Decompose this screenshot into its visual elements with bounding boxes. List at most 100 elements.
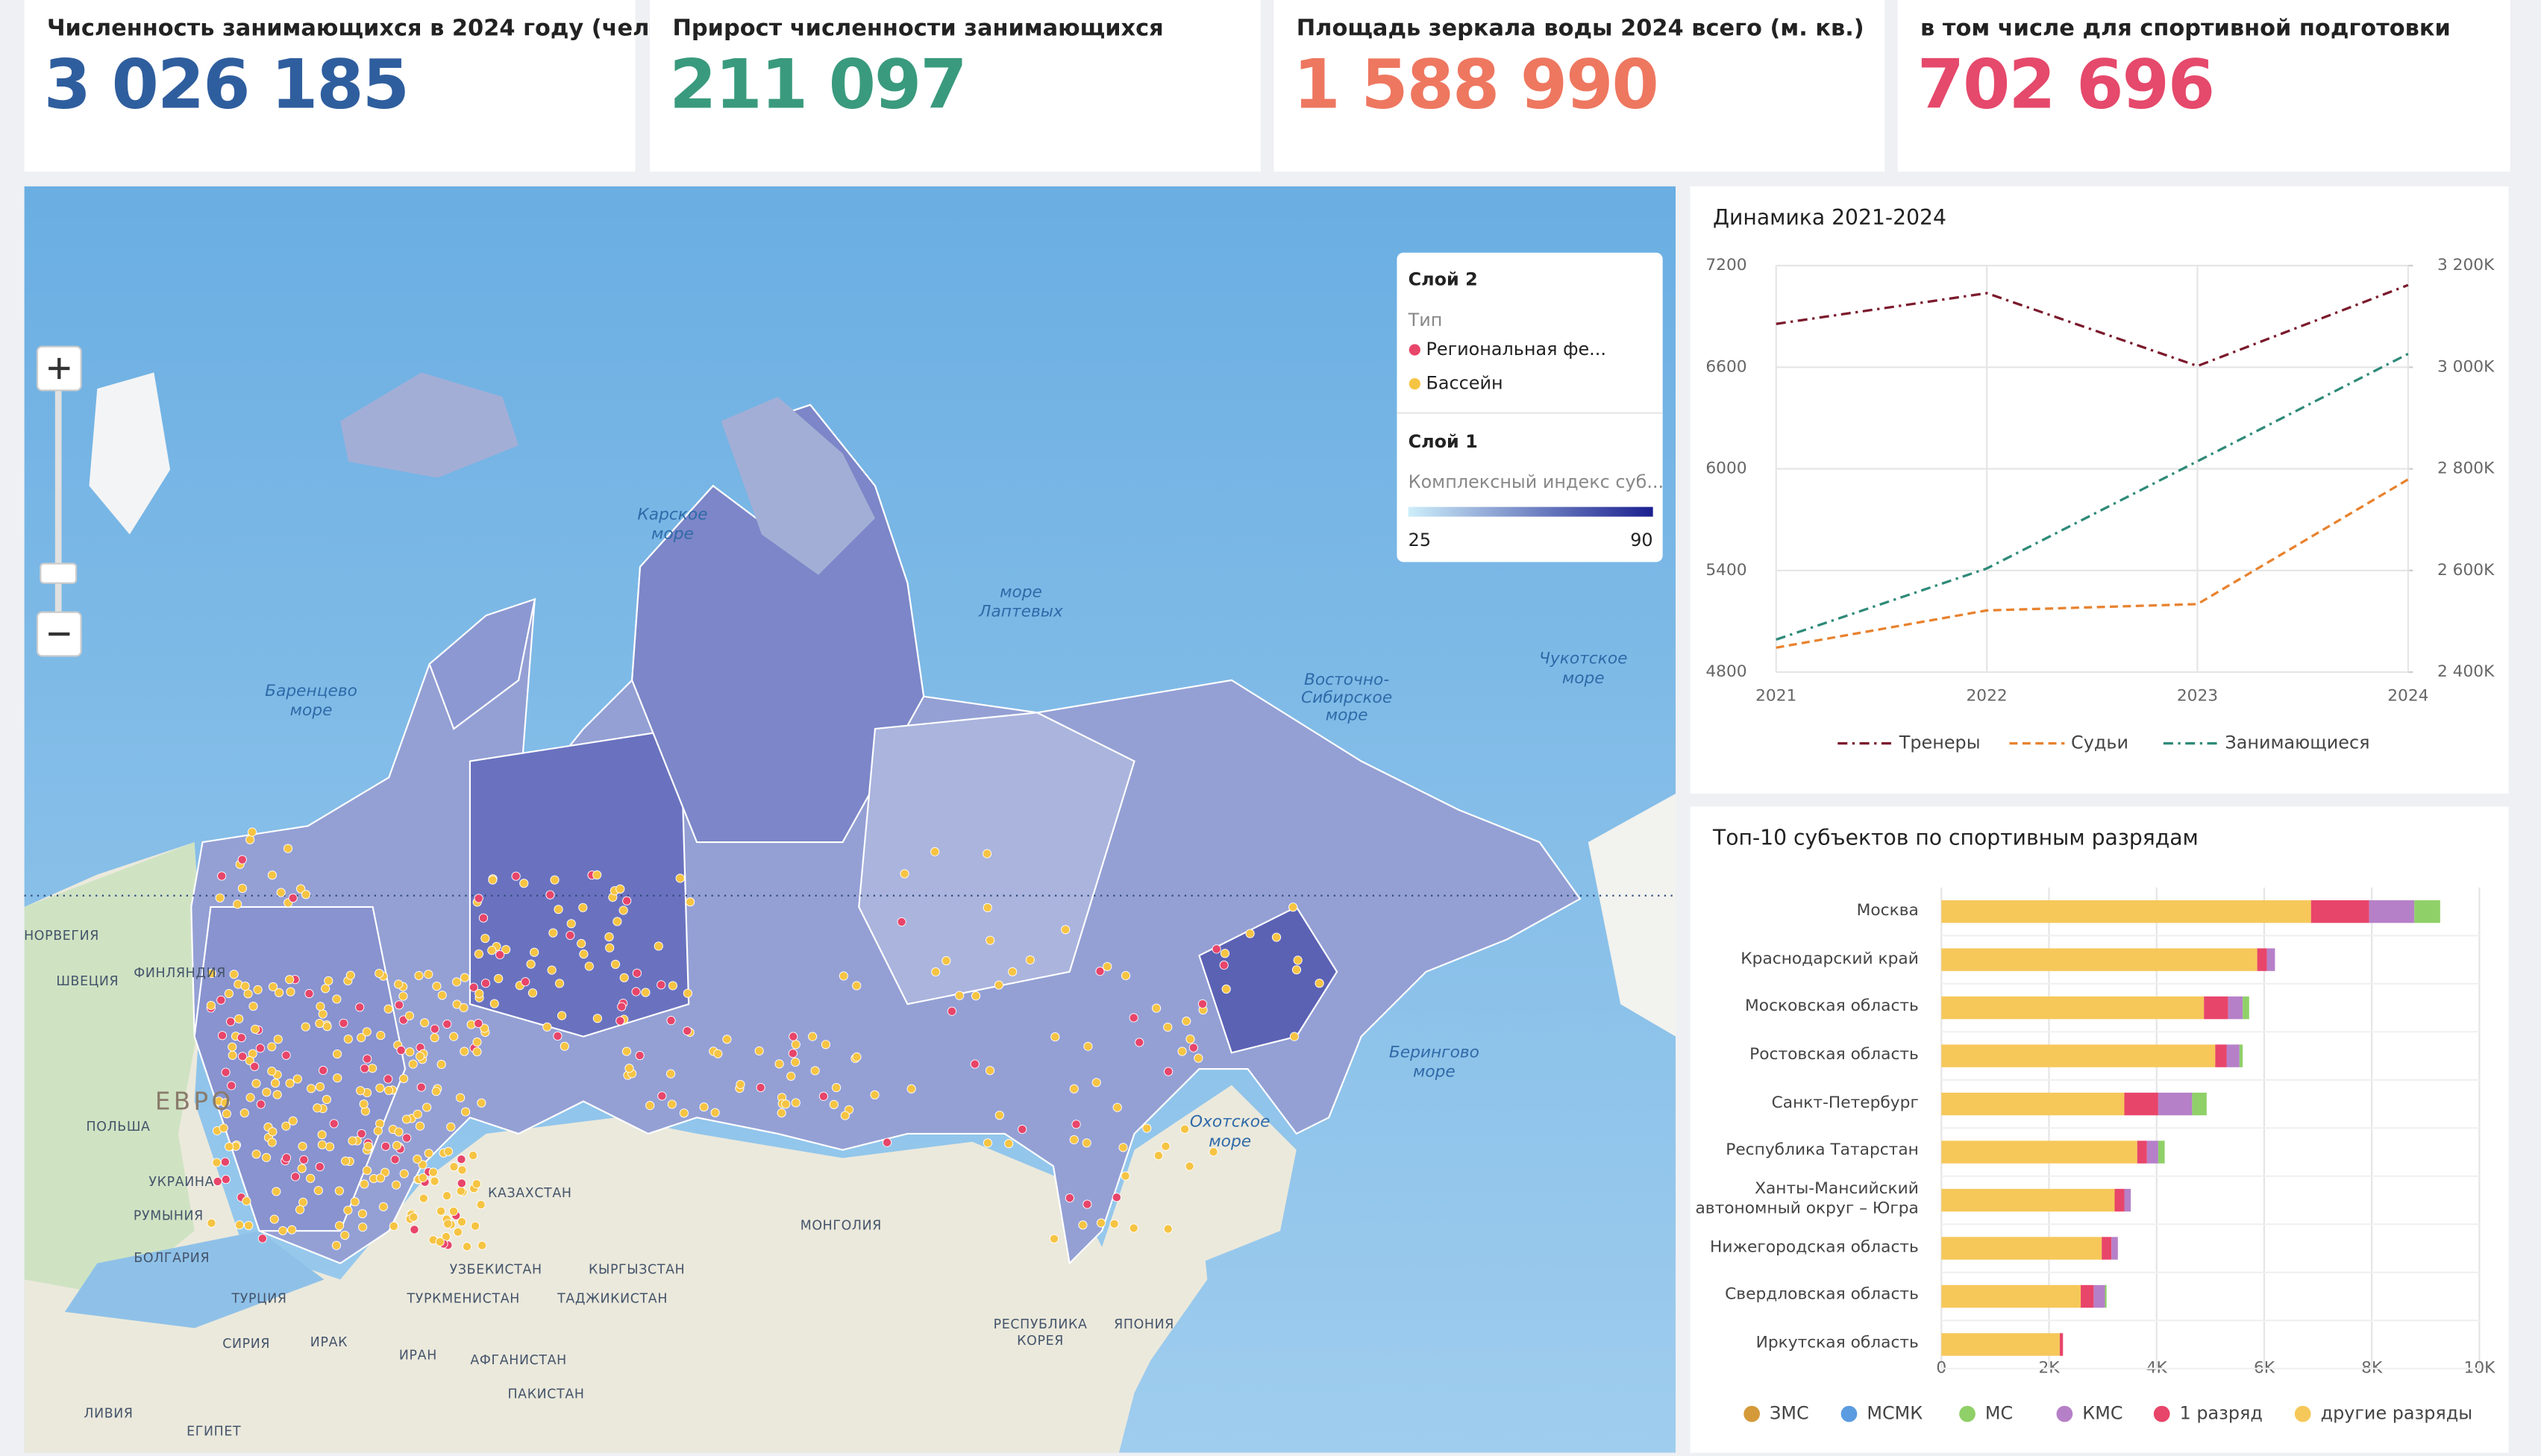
facility-dot[interactable] [1008, 967, 1018, 976]
facility-dot[interactable] [471, 1179, 481, 1189]
facility-dot[interactable] [1018, 1124, 1027, 1135]
facility-dot[interactable] [1219, 960, 1229, 970]
facility-dot[interactable] [304, 989, 314, 999]
facility-dot[interactable] [229, 970, 239, 979]
facility-dot[interactable] [207, 1218, 216, 1228]
facility-dot[interactable] [1069, 1084, 1079, 1093]
facility-dot[interactable] [233, 900, 242, 909]
facility-dot[interactable] [325, 1142, 335, 1152]
facility-dot[interactable] [986, 935, 995, 945]
facility-dot[interactable] [618, 906, 628, 915]
facility-dot[interactable] [480, 933, 490, 944]
facility-dot[interactable] [495, 950, 505, 960]
facility-dot[interactable] [545, 890, 555, 900]
bar-segment[interactable] [2215, 1044, 2227, 1067]
facility-dot[interactable] [1182, 1016, 1191, 1026]
facility-dot[interactable] [373, 1126, 383, 1136]
facility-dot[interactable] [1188, 1043, 1198, 1052]
facility-dot[interactable] [237, 855, 247, 865]
facility-dot[interactable] [1161, 1141, 1171, 1151]
facility-dot[interactable] [774, 1059, 784, 1069]
facility-dot[interactable] [791, 1040, 800, 1049]
facility-dot[interactable] [1220, 949, 1230, 958]
facility-dot[interactable] [329, 1119, 339, 1129]
facility-dot[interactable] [1135, 1038, 1144, 1047]
facility-dot[interactable] [1025, 955, 1035, 965]
facility-dot[interactable] [318, 1009, 328, 1019]
bar-segment[interactable] [2369, 900, 2415, 923]
facility-dot[interactable] [468, 1150, 478, 1161]
facility-dot[interactable] [1050, 1032, 1060, 1042]
facility-dot[interactable] [443, 1146, 454, 1156]
facility-dot[interactable] [415, 1052, 425, 1061]
facility-dot[interactable] [931, 967, 941, 977]
facility-dot[interactable] [1245, 929, 1255, 938]
bar-segment[interactable] [1941, 1140, 2137, 1164]
facility-dot[interactable] [333, 1073, 342, 1083]
facility-dot[interactable] [852, 981, 862, 991]
facility-dot[interactable] [791, 1057, 800, 1067]
facility-dot[interactable] [821, 1040, 831, 1049]
facility-dot[interactable] [1103, 961, 1112, 971]
facility-dot[interactable] [356, 1086, 366, 1096]
facility-dot[interactable] [605, 943, 615, 953]
facility-dot[interactable] [456, 1093, 466, 1102]
zoom-handle[interactable] [40, 562, 78, 584]
facility-dot[interactable] [808, 1032, 818, 1041]
facility-dot[interactable] [457, 1217, 467, 1227]
facility-dot[interactable] [453, 1227, 463, 1237]
facility-dot[interactable] [301, 890, 311, 900]
facility-dot[interactable] [604, 932, 614, 942]
facility-dot[interactable] [378, 1202, 389, 1211]
facility-dot[interactable] [554, 905, 563, 914]
facility-dot[interactable] [436, 1206, 446, 1216]
facility-dot[interactable] [566, 919, 576, 929]
facility-dot[interactable] [256, 1099, 266, 1109]
facility-dot[interactable] [430, 1024, 439, 1034]
facility-dot[interactable] [462, 1242, 472, 1252]
facility-dot[interactable] [501, 944, 511, 955]
facility-dot[interactable] [477, 1240, 487, 1250]
facility-dot[interactable] [786, 1071, 796, 1081]
bar-segment[interactable] [2204, 996, 2228, 1020]
facility-dot[interactable] [480, 1023, 489, 1033]
facility-dot[interactable] [221, 1067, 231, 1077]
bar-segment[interactable] [2081, 1284, 2094, 1308]
facility-dot[interactable] [436, 1059, 446, 1070]
facility-dot[interactable] [839, 971, 848, 981]
facility-dot[interactable] [983, 849, 992, 859]
facility-dot[interactable] [404, 1011, 414, 1020]
facility-dot[interactable] [789, 1032, 798, 1041]
facility-dot[interactable] [1194, 1053, 1203, 1063]
facility-dot[interactable] [345, 970, 355, 980]
facility-dot[interactable] [399, 1074, 409, 1084]
facility-dot[interactable] [457, 1155, 466, 1164]
facility-dot[interactable] [1096, 1218, 1106, 1228]
facility-dot[interactable] [1082, 1199, 1092, 1209]
facility-dot[interactable] [442, 1019, 452, 1029]
facility-dot[interactable] [665, 1069, 676, 1079]
facility-dot[interactable] [380, 1141, 391, 1151]
bar-segment[interactable] [2137, 1140, 2147, 1164]
facility-dot[interactable] [359, 1099, 369, 1109]
legend-dot[interactable] [2153, 1405, 2170, 1422]
facility-dot[interactable] [615, 1016, 625, 1026]
facility-dot[interactable] [287, 1225, 297, 1234]
facility-dot[interactable] [457, 1179, 466, 1188]
legend-label[interactable]: Судьи [2071, 732, 2128, 753]
facility-dot[interactable] [317, 1140, 327, 1149]
bar-segment[interactable] [1941, 1237, 2102, 1260]
facility-dot[interactable] [1291, 965, 1302, 975]
facility-dot[interactable] [267, 1067, 277, 1076]
facility-dot[interactable] [288, 1116, 298, 1126]
bar-segment[interactable] [2158, 1092, 2193, 1116]
facility-dot[interactable] [1065, 1193, 1074, 1203]
facility-dot[interactable] [383, 1074, 393, 1084]
facility-dot[interactable] [270, 1079, 281, 1088]
facility-dot[interactable] [472, 1037, 482, 1047]
facility-dot[interactable] [332, 994, 342, 1004]
facility-dot[interactable] [970, 1059, 980, 1069]
facility-dot[interactable] [619, 973, 629, 982]
facility-dot[interactable] [313, 1103, 322, 1113]
legend-label[interactable]: МСМК [1867, 1403, 1923, 1424]
